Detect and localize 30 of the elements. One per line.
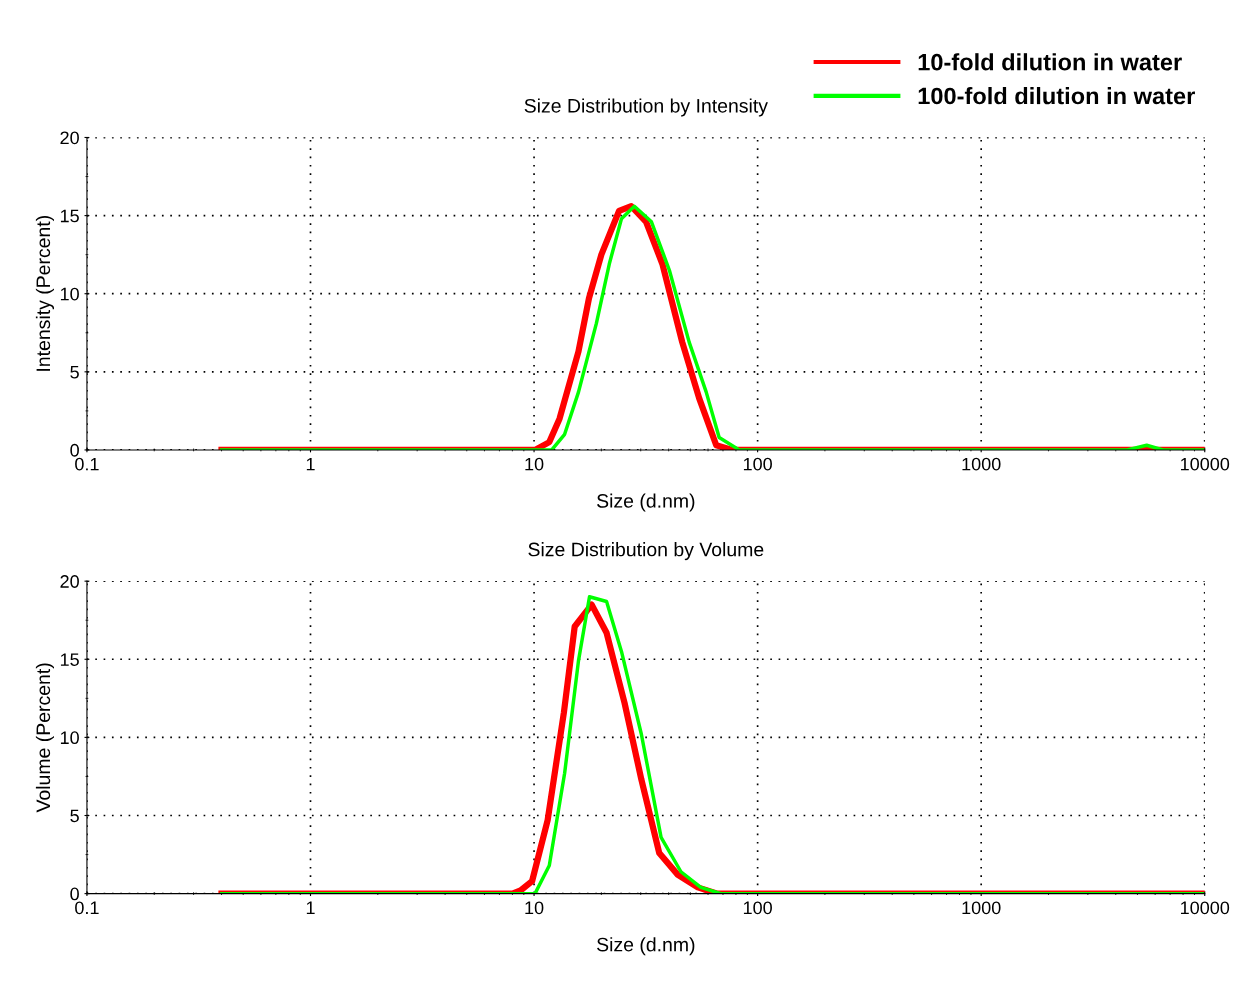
legend-label: 100-fold dilution in water	[918, 87, 1195, 105]
y-tick-label: 10	[60, 287, 79, 301]
y-tick-label: 10	[60, 731, 79, 745]
y-axis-title: Volume (Percent)	[35, 663, 54, 813]
x-tick-label: 10000	[1181, 901, 1230, 915]
x-axis-title: Size (d.nm)	[597, 493, 695, 512]
x-tick-label: 100	[743, 457, 772, 471]
y-tick-label: 20	[60, 575, 79, 588]
chart-title: Size Distribution by Volume	[528, 542, 764, 561]
y-tick-label: 15	[60, 209, 79, 223]
chart-title: Size Distribution by Intensity	[524, 98, 768, 117]
x-tick-label: 10000	[1181, 457, 1230, 471]
x-axis-title: Size (d.nm)	[597, 937, 695, 956]
x-tick-label: 10	[525, 457, 544, 471]
y-tick-label: 0	[70, 887, 79, 901]
x-tick-label: 1	[306, 901, 315, 914]
y-tick-label: 0	[70, 443, 79, 457]
y-tick-label: 15	[60, 653, 79, 666]
x-tick-label: 10	[525, 901, 544, 915]
legend-label: 10-fold dilution in water	[918, 53, 1182, 71]
x-tick-label: 0.1	[75, 457, 99, 471]
y-tick-label: 20	[60, 131, 79, 145]
y-tick-label: 5	[70, 365, 79, 379]
x-tick-label: 1000	[962, 457, 1001, 471]
x-tick-label: 0.1	[75, 901, 99, 915]
x-tick-label: 1	[306, 457, 315, 471]
x-tick-label: 1000	[962, 901, 1001, 915]
x-tick-label: 100	[743, 901, 772, 915]
y-tick-label: 5	[70, 809, 79, 823]
y-axis-title: Intensity (Percent)	[35, 216, 55, 371]
